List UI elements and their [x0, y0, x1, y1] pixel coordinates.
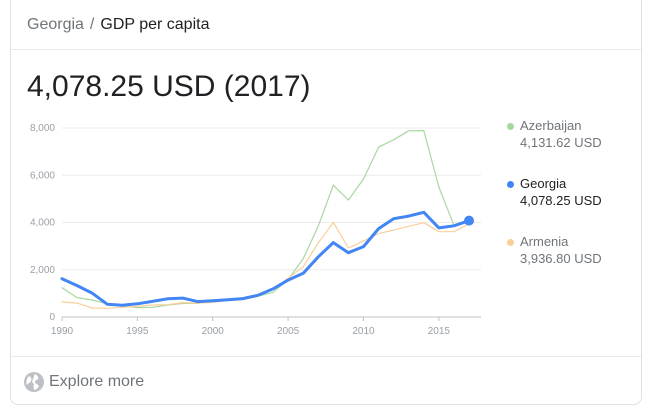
legend-dot	[507, 123, 514, 130]
legend-dot	[507, 239, 514, 246]
x-tick-label: 2005	[277, 326, 300, 337]
legend-name: Azerbaijan	[520, 118, 582, 133]
x-tick-label: 1995	[126, 326, 149, 337]
x-tick-label: 1990	[51, 326, 74, 337]
legend-value: 4,078.25 USD	[520, 193, 602, 208]
explore-more-label: Explore more	[49, 373, 145, 390]
y-tick-label: 2,000	[30, 265, 55, 276]
headline-value: 4,078.25 USD (2017)	[27, 70, 311, 103]
card-footer: Explore more	[11, 356, 641, 405]
series-line-armenia[interactable]	[61, 221, 470, 309]
y-tick-label: 8,000	[30, 123, 55, 134]
card-header: Georgia / GDP per capita	[11, 0, 641, 50]
y-tick-label: 6,000	[30, 170, 55, 181]
x-tick-label: 2015	[428, 326, 451, 337]
series-endpoint-georgia[interactable]	[464, 215, 474, 226]
legend-value: 4,131.62 USD	[520, 135, 602, 150]
breadcrumb-separator: /	[89, 16, 95, 33]
breadcrumb: Georgia / GDP per capita	[27, 16, 209, 34]
series-line-azerbaijan[interactable]	[61, 130, 470, 309]
x-tick-label: 2010	[352, 326, 375, 337]
legend-name: Georgia	[520, 176, 567, 191]
breadcrumb-country[interactable]: Georgia	[27, 16, 84, 33]
legend-value: 3,936.80 USD	[520, 251, 602, 266]
gdp-line-chart[interactable]: 0 2,000 4,000 6,000 8,000 1990 1995 2000 2005 201…	[11, 112, 496, 342]
knowledge-card: Georgia / GDP per capita 4,078.25 USD (201…	[10, 0, 642, 405]
y-tick-label: 0	[49, 312, 55, 323]
globe-icon	[24, 372, 44, 392]
legend-dot	[507, 181, 514, 188]
series-line-georgia[interactable]	[60, 210, 471, 307]
breadcrumb-metric: GDP per capita	[100, 16, 210, 33]
y-tick-label: 4,000	[30, 218, 55, 229]
legend-name: Armenia	[520, 234, 569, 249]
x-tick-label: 2000	[202, 326, 225, 337]
